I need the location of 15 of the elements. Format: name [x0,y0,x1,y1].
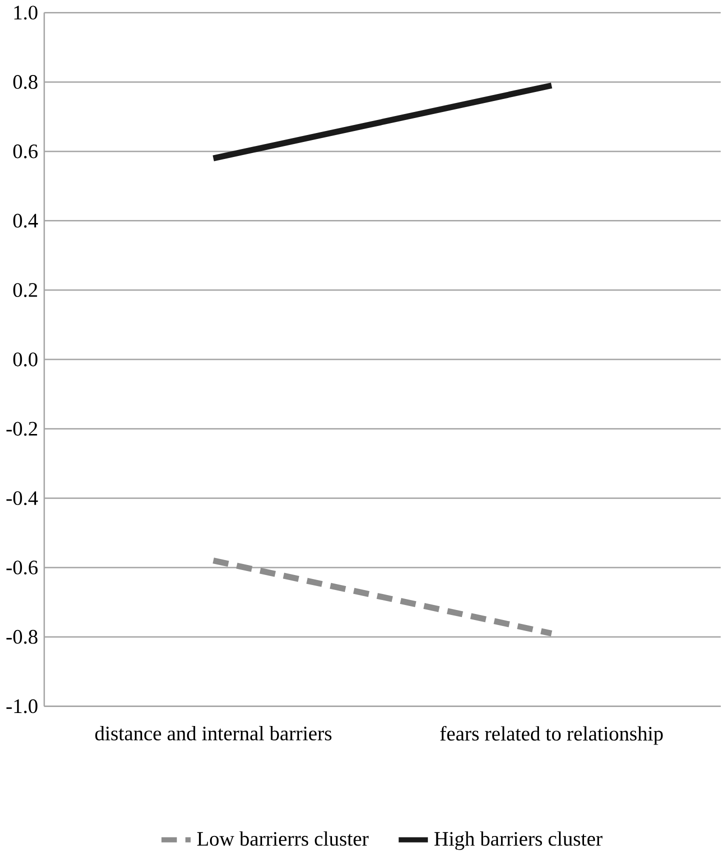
y-tick-label: -0.8 [6,630,38,644]
y-tick-label: 0.4 [13,214,38,228]
y-tick-label: 0.8 [13,75,38,89]
legend-label: High barriers cluster [434,831,602,850]
legend-label: Low barrierrs cluster [197,831,368,846]
y-tick-label: -0.4 [6,491,38,506]
y-tick-label: -0.6 [6,560,38,575]
y-tick-label: 0.2 [13,283,37,298]
y-tick-label: -0.2 [6,422,37,436]
y-tick-label: -1.0 [6,699,38,714]
y-tick-label: 1.0 [14,6,38,20]
y-tick-label: 0.0 [13,352,38,366]
x-tick-label: distance and internal barriers [95,726,332,740]
y-tick-label: 0.6 [13,144,38,158]
x-tick-label: fears related to relationship [440,726,663,745]
